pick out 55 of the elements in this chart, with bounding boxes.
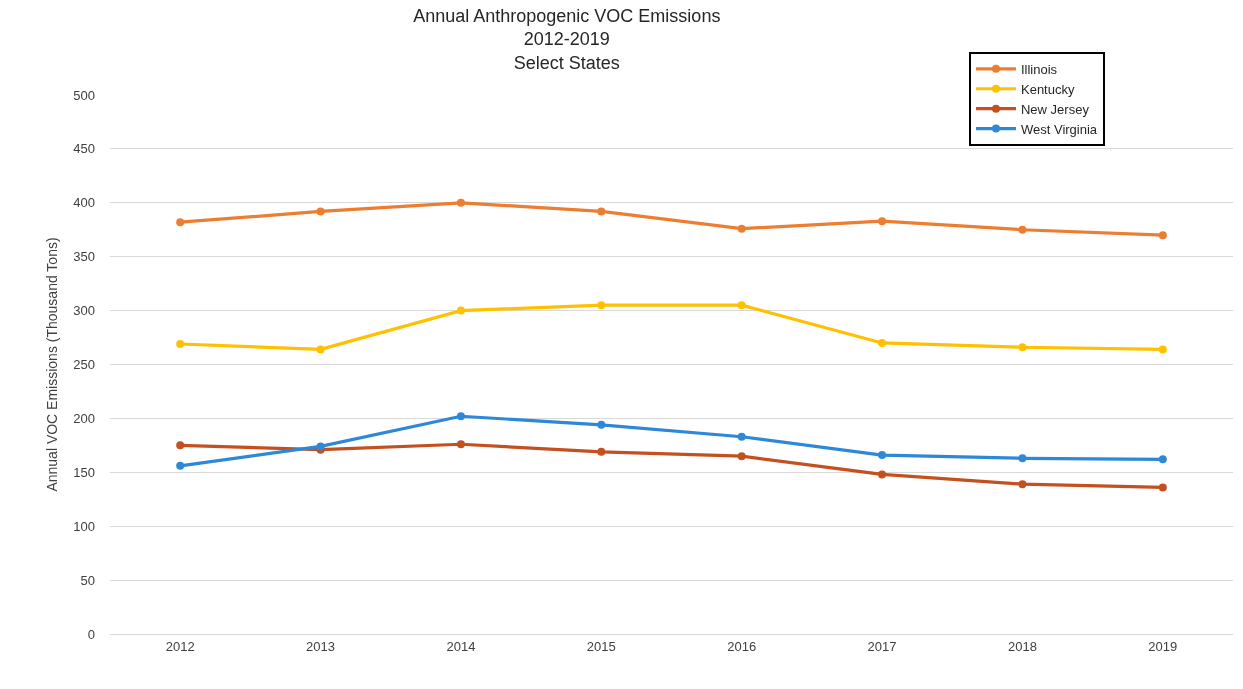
y-tick-label: 450 <box>73 141 95 157</box>
x-tick-label: 2013 <box>306 638 336 654</box>
x-tick-label: 2012 <box>165 638 195 654</box>
legend-label: Kentucky <box>1020 81 1075 97</box>
legend-label: New Jersey <box>1020 101 1090 117</box>
x-tick-label: 2014 <box>446 638 476 654</box>
point <box>1018 454 1027 463</box>
point <box>737 224 746 233</box>
point <box>597 207 606 216</box>
point <box>1018 343 1027 352</box>
point <box>176 461 185 470</box>
x-tick-label: 2016 <box>727 638 757 654</box>
point <box>1158 455 1167 464</box>
point <box>597 301 606 310</box>
y-tick-label: 300 <box>73 303 95 319</box>
point <box>597 420 606 429</box>
point <box>1158 231 1167 240</box>
x-tick-label: 2015 <box>586 638 616 654</box>
point <box>456 306 465 315</box>
y-tick-label: 250 <box>73 357 95 373</box>
x-tick-label: 2019 <box>1148 638 1178 654</box>
point <box>456 440 465 449</box>
point <box>878 470 887 479</box>
point <box>878 338 887 347</box>
point <box>176 218 185 227</box>
y-tick-label: 50 <box>80 572 95 588</box>
point <box>1158 345 1167 354</box>
point <box>176 340 185 349</box>
point <box>316 207 325 216</box>
point <box>456 198 465 207</box>
y-tick-label: 500 <box>73 87 95 103</box>
y-tick-label: 150 <box>73 464 95 480</box>
y-tick-label: 400 <box>73 195 95 211</box>
chart-title: Annual Anthropogenic VOC Emissions 2012-2019 Select States <box>413 6 721 73</box>
point <box>1018 480 1027 489</box>
point <box>737 452 746 461</box>
point <box>878 451 887 460</box>
legend-label: West Virginia <box>1020 121 1098 137</box>
y-tick-label: 350 <box>73 249 95 265</box>
point <box>176 441 185 450</box>
point <box>456 412 465 421</box>
point <box>316 345 325 354</box>
y-axis-title: Annual VOC Emissions (Thousand Tons) <box>43 237 60 492</box>
x-tick-label: 2017 <box>867 638 897 654</box>
y-tick-label: 100 <box>73 518 95 534</box>
y-tick-label: 0 <box>87 626 95 642</box>
point <box>737 432 746 441</box>
point <box>878 217 887 226</box>
point <box>737 301 746 310</box>
legend-label: Illinois <box>1020 61 1058 77</box>
point <box>1158 483 1167 492</box>
point <box>597 447 606 456</box>
x-tick-label: 2018 <box>1007 638 1037 654</box>
point <box>1018 225 1027 234</box>
y-tick-label: 200 <box>73 410 95 426</box>
